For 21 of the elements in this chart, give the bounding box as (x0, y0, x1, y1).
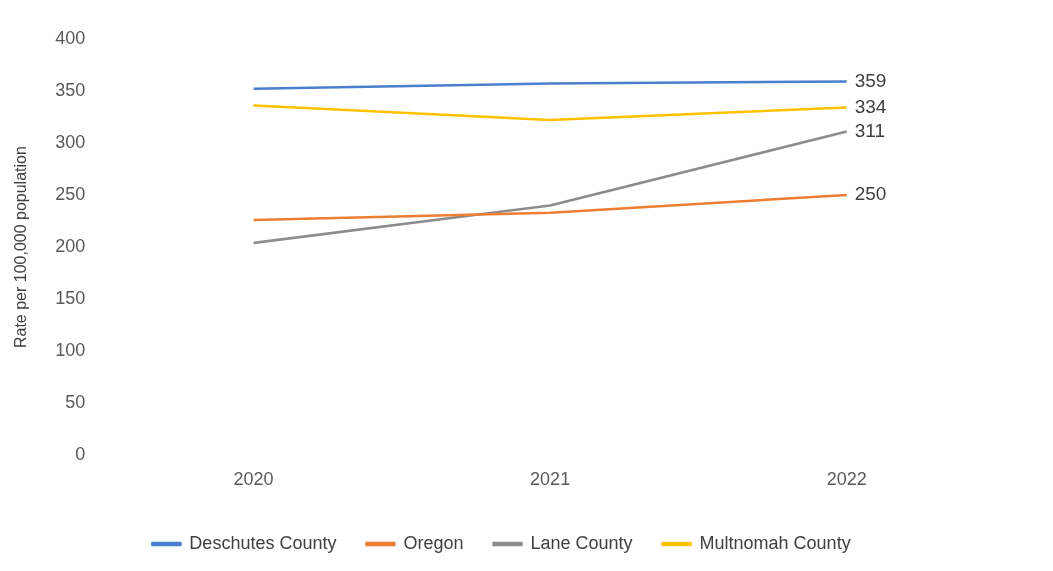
legend-label: Deschutes County (189, 532, 337, 553)
y-tick-label: 0 (75, 444, 86, 465)
data-label: 359 (854, 69, 887, 91)
x-tick-label: 2021 (530, 469, 571, 490)
data-label: 334 (854, 95, 887, 117)
legend-label: Multnomah County (699, 532, 851, 553)
y-tick-label: 300 (55, 131, 86, 152)
legend-label: Lane County (530, 532, 633, 553)
data-label: 250 (854, 183, 887, 205)
y-axis-title: Rate per 100,000 population (12, 146, 30, 349)
x-tick-label: 2020 (233, 469, 274, 490)
y-tick-label: 150 (55, 288, 86, 309)
y-tick-label: 250 (55, 183, 86, 204)
y-tick-label: 50 (65, 392, 86, 413)
legend-label: Oregon (403, 532, 464, 553)
y-tick-label: 350 (55, 79, 86, 100)
y-tick-label: 100 (55, 340, 86, 361)
x-tick-label: 2022 (826, 469, 867, 490)
y-tick-label: 200 (55, 236, 86, 257)
y-tick-label: 400 (55, 27, 86, 48)
data-label: 311 (854, 119, 885, 141)
